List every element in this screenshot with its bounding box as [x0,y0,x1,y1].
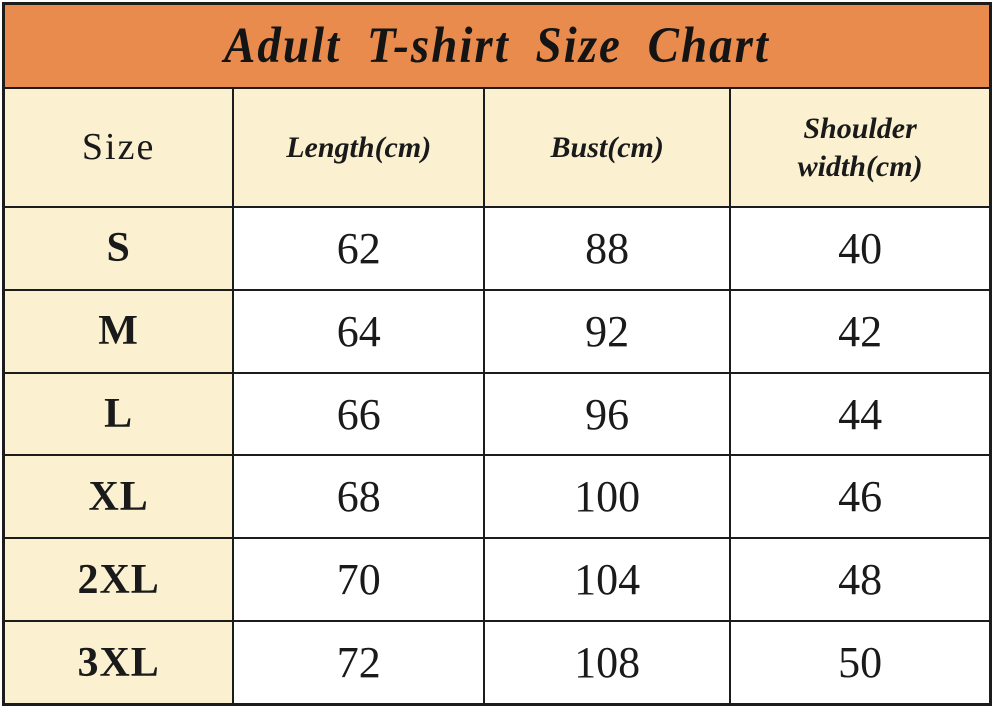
shoulder-cell: 50 [731,622,989,703]
bust-cell: 104 [485,539,732,621]
bust-cell: 108 [485,622,732,703]
length-cell: 64 [234,290,486,372]
column-header-shoulder-width: Shoulder width(cm) [731,89,989,206]
size-cell: 3XL [5,622,235,703]
length-cell: 66 [234,373,486,455]
table-row: M 64 92 42 [5,288,989,372]
length-cell: 72 [234,622,486,703]
table-row: L 66 96 44 [5,371,989,455]
table-row: XL 68 100 46 [5,454,989,538]
shoulder-cell: 40 [731,208,989,289]
bust-cell: 88 [485,208,732,289]
size-cell: M [5,290,235,372]
table-row: S 62 88 40 [5,206,989,289]
column-header-length: Length(cm) [234,89,486,206]
size-cell: L [5,373,235,455]
bust-cell: 100 [485,456,732,538]
table-row: 3XL 72 108 50 [5,620,989,703]
bust-cell: 92 [485,290,732,372]
bust-cell: 96 [485,373,732,455]
size-chart-table: Adult T-shirt Size Chart Size Length(cm)… [2,2,992,706]
length-cell: 70 [234,539,486,621]
shoulder-cell: 48 [731,539,989,621]
column-header-shoulder-width-label: Shoulder width(cm) [797,112,923,183]
header-row: Size Length(cm) Bust(cm) Shoulder width(… [5,89,989,206]
shoulder-cell: 46 [731,456,989,538]
size-cell: XL [5,456,235,538]
title-banner: Adult T-shirt Size Chart [5,5,989,89]
column-header-bust: Bust(cm) [485,89,732,206]
page-title: Adult T-shirt Size Chart [224,17,770,75]
length-cell: 62 [234,208,486,289]
shoulder-cell: 44 [731,373,989,455]
column-header-size: Size [5,89,235,206]
table-row: 2XL 70 104 48 [5,537,989,621]
size-cell: S [5,208,235,289]
shoulder-cell: 42 [731,290,989,372]
size-cell: 2XL [5,539,235,621]
length-cell: 68 [234,456,486,538]
